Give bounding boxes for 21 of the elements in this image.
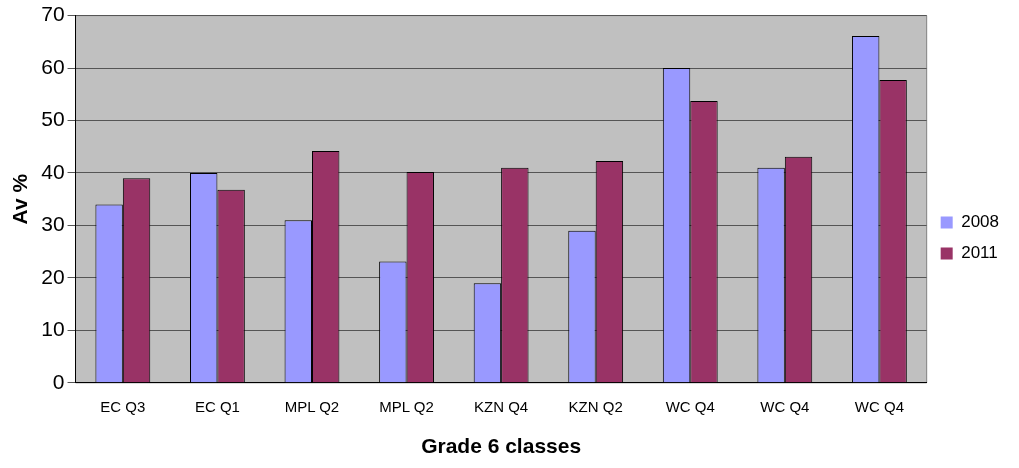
y-tick-label: 10 bbox=[41, 317, 65, 341]
y-axis-title: Av % bbox=[8, 173, 32, 225]
x-tick-label: KZN Q4 bbox=[474, 397, 529, 415]
x-tick-label: MPL Q2 bbox=[284, 397, 340, 415]
x-tick-label: EC Q1 bbox=[194, 397, 240, 415]
y-tick-label: 30 bbox=[41, 212, 65, 236]
y-tick-label: 20 bbox=[41, 264, 65, 288]
x-tick-label: MPL Q2 bbox=[379, 397, 434, 415]
y-tick-label: 50 bbox=[41, 107, 65, 131]
x-axis-title: Grade 6 classes bbox=[421, 434, 582, 458]
y-tick-label: 60 bbox=[41, 54, 65, 78]
legend-label: 2011 bbox=[961, 243, 998, 263]
legend-label: 2008 bbox=[961, 212, 1000, 232]
x-tick-label: WC Q4 bbox=[760, 397, 810, 415]
x-tick-label: WC Q4 bbox=[854, 397, 904, 415]
x-tick-label: KZN Q2 bbox=[568, 397, 623, 415]
y-tick-label: 40 bbox=[41, 159, 65, 183]
y-tick-label: 70 bbox=[41, 2, 65, 26]
y-tick-label: 0 bbox=[52, 369, 65, 393]
x-tick-label: WC Q4 bbox=[665, 397, 715, 415]
x-tick-label: EC Q3 bbox=[100, 397, 146, 415]
